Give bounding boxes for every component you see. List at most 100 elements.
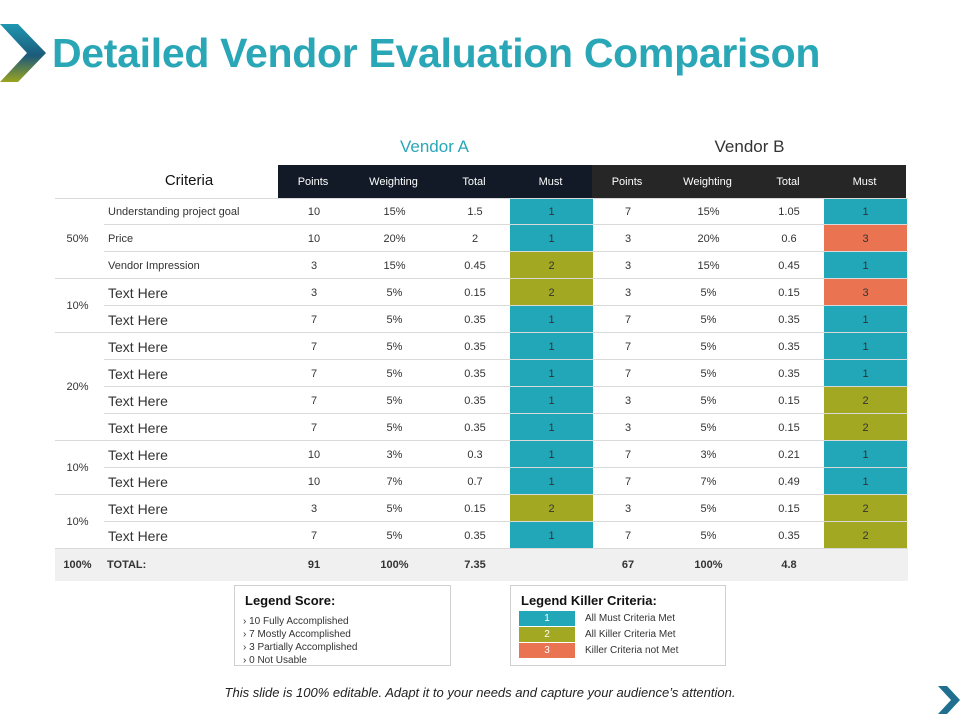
vendor-b-weighting-cell: 20% <box>697 232 720 245</box>
legend-score-item: › 10 Fully Accomplished <box>243 616 349 627</box>
vendor-b-total-cell: 0.15 <box>778 394 800 407</box>
vendor-b-weighting-cell: 5% <box>700 394 717 407</box>
criteria-cell: Price <box>108 232 134 245</box>
vendor-a-header-points: Points <box>278 165 348 198</box>
vendor-b-weighting-cell: 15% <box>697 259 720 272</box>
vendor-a-weighting-cell: 20% <box>383 232 406 245</box>
vendor-a-must-cell: 1 <box>510 468 593 495</box>
vendor-b-points-cell: 3 <box>624 259 632 272</box>
total-a-weighting: 100% <box>380 559 409 571</box>
vendor-b-weighting-cell: 5% <box>700 529 717 542</box>
vendor-a-points-cell: 7 <box>310 367 318 380</box>
vendor-a-total-cell: 0.35 <box>464 313 486 326</box>
vendor-a-must-cell: 1 <box>510 441 593 468</box>
row-divider <box>104 359 908 360</box>
vendor-b-points-cell: 7 <box>624 475 632 488</box>
group-divider <box>55 548 908 549</box>
vendor-b-must-cell: 2 <box>824 495 907 522</box>
group-divider <box>55 332 908 333</box>
vendor-b-weighting-cell: 15% <box>697 205 720 218</box>
vendor-b-points-cell: 7 <box>624 367 632 380</box>
vendor-b-weighting-cell: 5% <box>700 502 717 515</box>
vendor-a-points-cell: 7 <box>310 421 318 434</box>
total-b-weighting: 100% <box>694 559 723 571</box>
vendor-a-points-cell: 10 <box>307 448 321 461</box>
vendor-a-points-cell: 10 <box>307 475 321 488</box>
vendor-a-total-cell: 0.35 <box>464 421 486 434</box>
total-b-total: 4.8 <box>781 559 797 571</box>
vendor-b-must-cell: 3 <box>824 279 907 306</box>
vendor-a-weighting-cell: 5% <box>386 286 403 299</box>
row-divider <box>104 413 908 414</box>
vendor-a-weighting-cell: 5% <box>386 313 403 326</box>
vendor-a-must-cell: 2 <box>510 279 593 306</box>
vendor-a-points-cell: 3 <box>310 502 318 515</box>
footer-note: This slide is 100% editable. Adapt it to… <box>224 685 736 700</box>
vendor-b-points-cell: 3 <box>624 286 632 299</box>
table-row: Text Here 3 5% 0.15 2 3 5% 0.15 3 <box>55 279 908 306</box>
criteria-cell: Text Here <box>108 392 168 409</box>
vendor-a-total-cell: 0.35 <box>464 529 486 542</box>
vendor-a-points-cell: 10 <box>307 232 321 245</box>
total-a-total: 7.35 <box>464 559 486 571</box>
row-divider <box>104 467 908 468</box>
table-row: Text Here 7 5% 0.35 1 7 5% 0.35 1 <box>55 360 908 387</box>
vendor-a-total-cell: 0.15 <box>464 502 486 515</box>
criteria-cell: Text Here <box>108 446 168 463</box>
table-row: Text Here 3 5% 0.15 2 3 5% 0.15 2 <box>55 495 908 522</box>
table-row: Text Here 7 5% 0.35 1 7 5% 0.35 1 <box>55 306 908 333</box>
vendor-a-total-cell: 0.35 <box>464 340 486 353</box>
vendor-b-weighting-cell: 5% <box>700 286 717 299</box>
vendor-b-total-cell: 0.35 <box>778 529 800 542</box>
table-row: Text Here 10 7% 0.7 1 7 7% 0.49 1 <box>55 468 908 495</box>
criteria-cell: Vendor Impression <box>108 259 200 272</box>
row-divider <box>104 251 908 252</box>
legend-score-box: Legend Score: › 10 Fully Accomplished › … <box>234 585 451 666</box>
vendor-b-points-cell: 3 <box>624 502 632 515</box>
vendor-b-points-cell: 7 <box>624 448 632 461</box>
vendor-b-total-cell: 0.15 <box>778 286 800 299</box>
vendor-b-must-cell: 2 <box>824 414 907 441</box>
vendor-b-points-cell: 7 <box>624 529 632 542</box>
vendor-b-header-total: Total <box>753 165 823 198</box>
vendor-a-must-cell: 1 <box>510 414 593 441</box>
vendor-b-must-cell: 1 <box>824 198 907 225</box>
vendor-b-weighting-cell: 3% <box>700 448 717 461</box>
vendor-a-must-cell: 1 <box>510 522 593 549</box>
group-divider <box>55 278 908 279</box>
vendor-b-total-cell: 0.35 <box>778 340 800 353</box>
group-divider <box>55 198 908 199</box>
vendor-a-weighting-cell: 5% <box>386 340 403 353</box>
total-pct: 100% <box>63 559 92 571</box>
vendor-b-total-cell: 0.6 <box>781 232 797 245</box>
vendor-b-header-weighting: Weighting <box>662 165 753 198</box>
vendor-a-weighting-cell: 5% <box>386 394 403 407</box>
vendor-a-points-cell: 3 <box>310 286 318 299</box>
table-row: Understanding project goal 10 15% 1.5 1 7 15% 1… <box>55 198 908 225</box>
vendor-a-header-weighting: Weighting <box>348 165 439 198</box>
vendor-b-must-cell: 1 <box>824 252 907 279</box>
vendor-b-must-cell: 2 <box>824 522 907 549</box>
legend-killer-label: Killer Criteria not Met <box>585 645 679 656</box>
criteria-cell: Text Here <box>108 284 168 301</box>
legend-killer-label: All Must Criteria Met <box>585 613 676 624</box>
vendor-a-weighting-cell: 7% <box>386 475 403 488</box>
vendor-b-heading: Vendor B <box>714 137 785 156</box>
vendor-a-points-cell: 10 <box>307 205 321 218</box>
vendor-b-points-cell: 7 <box>624 205 632 218</box>
table-row: Text Here 7 5% 0.35 1 3 5% 0.15 2 <box>55 387 908 414</box>
vendor-b-must-cell: 1 <box>824 360 907 387</box>
group-weight: 10% <box>66 462 89 474</box>
total-b-points: 67 <box>621 559 635 571</box>
vendor-a-total-cell: 0.7 <box>467 475 483 488</box>
vendor-b-total-cell: 0.15 <box>778 502 800 515</box>
vendor-a-points-cell: 7 <box>310 529 318 542</box>
criteria-cell: Understanding project goal <box>108 205 240 218</box>
vendor-b-weighting-cell: 7% <box>700 475 717 488</box>
group-divider <box>55 440 908 441</box>
legend-killer-title: Legend Killer Criteria: <box>521 593 657 608</box>
vendor-a-points-cell: 3 <box>310 259 318 272</box>
criteria-cell: Text Here <box>108 473 168 490</box>
vendor-b-must-cell: 3 <box>824 225 907 252</box>
vendor-a-points-cell: 7 <box>310 394 318 407</box>
